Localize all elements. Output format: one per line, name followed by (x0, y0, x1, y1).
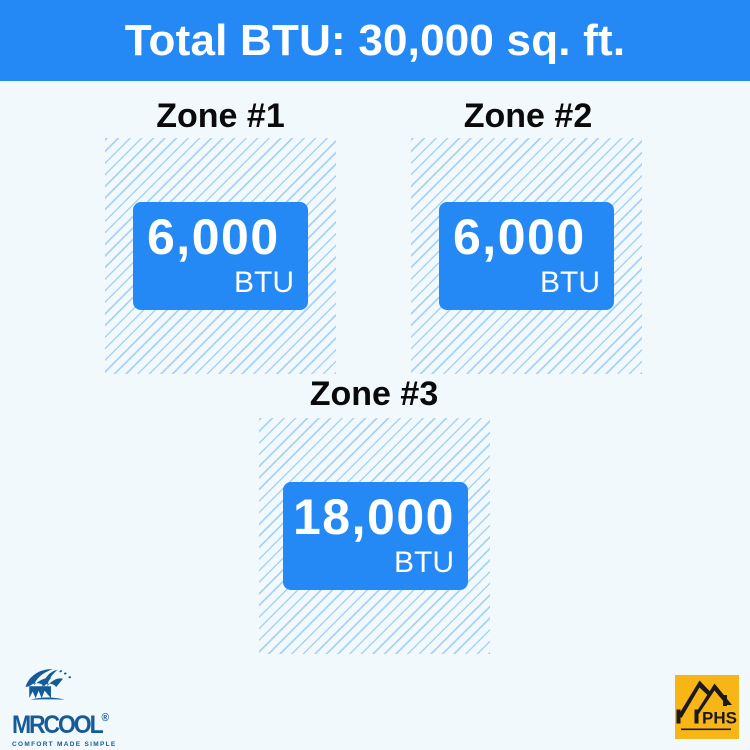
svg-text:PHS: PHS (702, 709, 737, 728)
